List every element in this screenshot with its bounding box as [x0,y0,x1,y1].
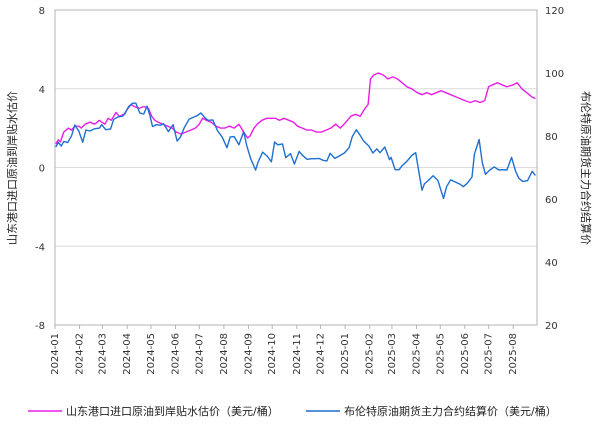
x-axis-ticks: 2024-01 2024-02 2024-03 2024-04 2024-05 2024-… [50,325,519,375]
left-axis-ticks: 8 4 0 -4 -8 [35,6,45,332]
x-tick-label: 2025-02 [365,333,376,375]
series-line-premium [55,72,536,145]
left-tick-label: -4 [35,242,45,253]
right-tick-label: 120 [545,6,564,17]
x-tick-label: 2024-10 [267,333,278,375]
series-lines [55,72,536,200]
x-tick-label: 2025-06 [460,333,471,375]
x-tick-label: 2024-01 [50,333,61,375]
left-tick-label: 0 [39,164,45,175]
x-tick-label: 2024-06 [171,333,182,375]
left-axis-title: 山东港口进口原油到岸贴水估价 [5,91,19,245]
plot-area-frame [54,9,538,326]
right-tick-label: 20 [545,321,558,332]
x-tick-label: 2025-01 [340,333,351,375]
x-tick-label: 2024-08 [219,333,230,375]
right-axis-ticks: 120 100 80 60 40 20 [545,6,564,332]
x-tick-label: 2024-09 [243,333,254,375]
left-tick-label: 4 [39,85,45,96]
right-tick-label: 80 [545,132,558,143]
right-tick-label: 100 [545,69,564,80]
right-axis-title: 布伦特原油期货主力合约结算价 [579,91,593,245]
right-tick-label: 60 [545,195,558,206]
x-tick-label: 2024-11 [292,333,303,375]
x-tick-label: 2025-07 [484,333,495,375]
x-tick-label: 2024-05 [146,333,157,375]
x-tick-label: 2024-12 [316,333,327,375]
left-tick-label: -8 [35,321,45,332]
x-tick-label: 2024-07 [194,333,205,375]
x-tick-label: 2024-04 [122,333,133,375]
legend-label-brent: 布伦特原油期货主力合约结算价（美元/桶） [344,404,557,418]
series-line-brent [55,102,536,200]
right-tick-label: 40 [545,258,558,269]
x-tick-label: 2025-05 [435,333,446,375]
legend-label-premium: 山东港口进口原油到岸贴水估价（美元/桶） [66,404,279,418]
x-tick-label: 2025-08 [508,333,519,375]
left-tick-label: 8 [39,6,45,17]
x-tick-label: 2025-03 [387,333,398,375]
x-tick-label: 2024-03 [98,333,109,375]
x-tick-label: 2024-02 [75,333,86,375]
legend: 山东港口进口原油到岸贴水估价（美元/桶） 布伦特原油期货主力合约结算价（美元/桶… [28,404,557,418]
x-tick-label: 2025-04 [412,333,423,375]
gridlines [55,88,537,247]
